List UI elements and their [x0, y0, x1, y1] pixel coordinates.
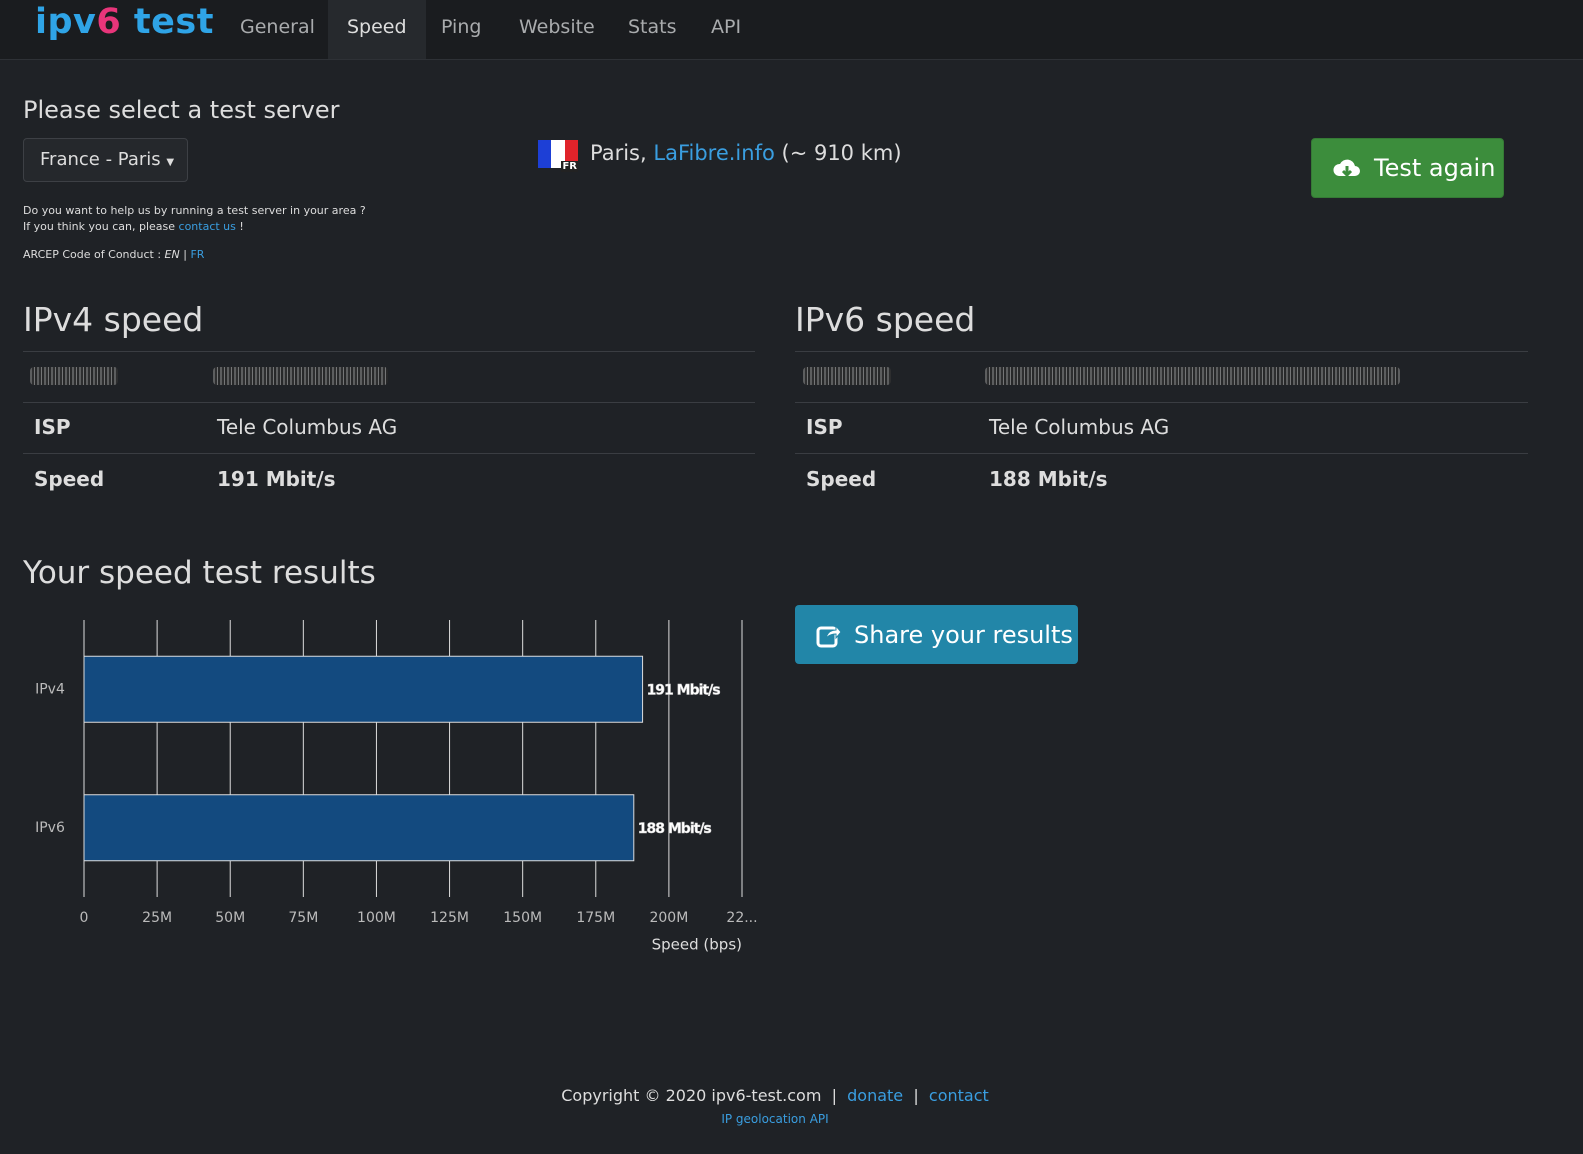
- chart: 0 25M 50M 75M 100M 125M 150M 175M 200M 22... Speed…: [35, 620, 758, 954]
- flag: FR: [538, 140, 578, 172]
- nav-item[interactable]: General: [240, 16, 315, 38]
- arcep-line: ARCEP Code of Conduct : EN | FR: [23, 248, 204, 261]
- share-icon: [816, 624, 842, 647]
- logo[interactable]: ipv6 test: [35, 2, 214, 42]
- help-line: If you think you can, please contact us …: [23, 220, 244, 233]
- x-tick-label: 25M: [142, 910, 172, 926]
- provider-link[interactable]: LaFibre.info: [653, 141, 775, 165]
- logo-part: 6: [96, 2, 122, 42]
- value-label: 188 Mbit/s: [638, 821, 712, 837]
- x-axis-title: Speed (bps): [652, 936, 742, 954]
- flag-code: FR: [561, 161, 578, 172]
- divider: [23, 351, 755, 352]
- x-tick-label: 200M: [649, 910, 688, 926]
- panel-title: IPv4 speed: [23, 300, 204, 339]
- divider: [795, 351, 1528, 352]
- share-button[interactable]: Share your results: [795, 605, 1078, 664]
- row-label: Speed: [34, 467, 105, 491]
- divider: [795, 402, 1528, 403]
- x-tick-label: 175M: [576, 910, 615, 926]
- row-value: Tele Columbus AG: [989, 415, 1170, 439]
- row-label: Speed: [806, 467, 877, 491]
- en-text: EN: [164, 248, 180, 261]
- separator: |: [913, 1086, 919, 1105]
- x-tick-label: 0: [80, 910, 89, 926]
- nav-item[interactable]: Speed: [328, 0, 426, 59]
- nav-item[interactable]: API: [711, 16, 742, 38]
- x-tick-label: 22...: [726, 910, 757, 926]
- fr-link[interactable]: FR: [190, 248, 205, 261]
- y-tick-label: IPv4: [35, 681, 65, 697]
- cloud-icon: [1333, 159, 1360, 178]
- panel-title: IPv6 speed: [795, 300, 976, 339]
- divider: [795, 453, 1528, 454]
- bar: [83, 655, 644, 723]
- donate-link[interactable]: donate: [847, 1086, 904, 1105]
- logo-part: test: [133, 2, 214, 42]
- footer: Copyright © 2020 ipv6-test.com | donate …: [0, 1086, 1550, 1105]
- api-link[interactable]: IP geolocation API: [721, 1112, 829, 1126]
- separator: |: [831, 1086, 837, 1105]
- distance: (~ 910 km): [781, 141, 902, 165]
- results-title: Your speed test results: [23, 555, 376, 591]
- separator: |: [183, 248, 187, 261]
- row-value: 188 Mbit/s: [989, 467, 1108, 491]
- x-tick-label: 125M: [430, 910, 469, 926]
- divider: [23, 453, 755, 454]
- row-label: ISP: [806, 415, 843, 439]
- nav-item[interactable]: Stats: [628, 16, 677, 38]
- text: If you think you can, please: [23, 220, 176, 233]
- x-tick-label: 100M: [357, 910, 396, 926]
- navbar: ipv6 test General Speed Ping Website Stats AP…: [0, 0, 1583, 60]
- server-info: Paris, LaFibre.info (~ 910 km): [590, 141, 902, 165]
- row-label: ISP: [34, 415, 71, 439]
- y-tick-label: IPv6: [35, 820, 65, 836]
- x-tick-label: 75M: [288, 910, 318, 926]
- blurred-text: [30, 367, 118, 385]
- x-tick-label: 150M: [503, 910, 542, 926]
- button-label: Test again: [1374, 154, 1496, 182]
- help-line: Do you want to help us by running a test…: [23, 204, 366, 217]
- row-value: Tele Columbus AG: [217, 415, 398, 439]
- blurred-text: [803, 367, 891, 385]
- text: ARCEP Code of Conduct :: [23, 248, 162, 261]
- logo-part: ipv: [35, 2, 97, 42]
- test-again-button[interactable]: Test again: [1311, 138, 1504, 198]
- blurred-text: [213, 367, 388, 385]
- city: Paris,: [590, 141, 647, 165]
- nav-item[interactable]: Ping: [441, 16, 482, 38]
- bar: [83, 794, 635, 862]
- row-value: 191 Mbit/s: [217, 467, 336, 491]
- nav-item[interactable]: Website: [519, 16, 595, 38]
- divider: [23, 402, 755, 403]
- caret: ▼: [166, 157, 175, 168]
- button-label: Share your results: [854, 620, 1073, 649]
- copyright: Copyright © 2020 ipv6-test.com: [561, 1086, 822, 1105]
- dropdown-label: France - Paris: [40, 149, 161, 170]
- contact-link[interactable]: contact: [928, 1086, 989, 1105]
- x-tick-label: 50M: [215, 910, 245, 926]
- value-label: 191 Mbit/s: [647, 682, 721, 698]
- text: !: [239, 220, 244, 233]
- blurred-text: [985, 367, 1400, 385]
- server-heading: Please select a test server: [23, 96, 340, 124]
- contact-link[interactable]: contact us: [178, 220, 236, 233]
- server-dropdown[interactable]: France - Paris ▼: [23, 138, 188, 182]
